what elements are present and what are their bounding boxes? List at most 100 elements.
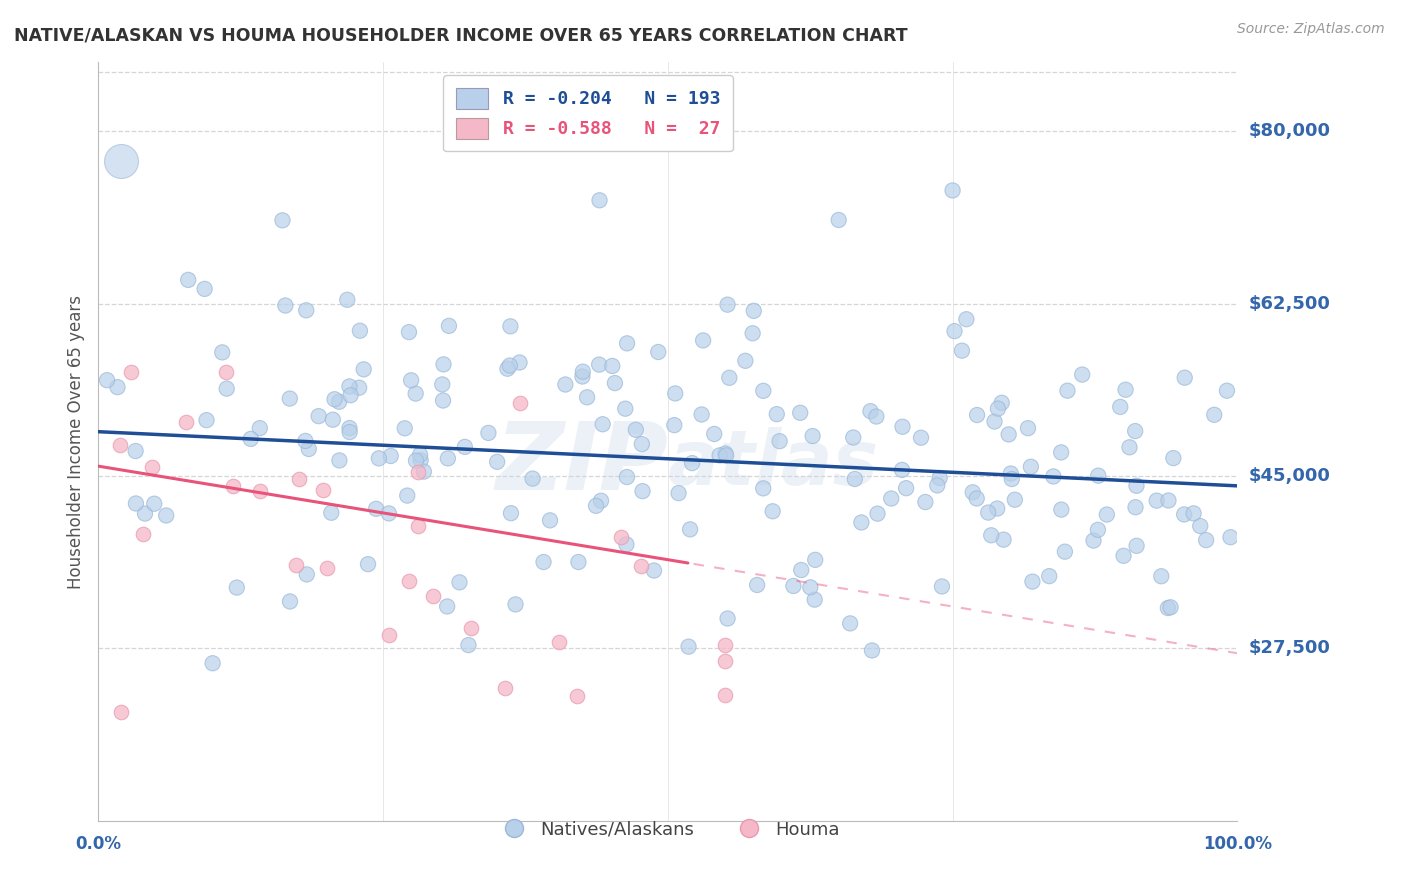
- Point: [943, 324, 966, 338]
- Point: [110, 153, 132, 168]
- Point: [990, 396, 1012, 410]
- Point: [298, 442, 321, 456]
- Point: [955, 312, 977, 326]
- Point: [1182, 507, 1205, 521]
- Point: [339, 421, 361, 435]
- Point: [567, 555, 589, 569]
- Point: [891, 463, 914, 477]
- Point: [894, 481, 917, 495]
- Point: [357, 557, 380, 571]
- Point: [668, 486, 690, 500]
- Point: [647, 345, 669, 359]
- Point: [460, 621, 482, 635]
- Point: [1038, 569, 1060, 583]
- Point: [278, 594, 301, 608]
- Point: [274, 299, 297, 313]
- Point: [353, 362, 375, 376]
- Point: [1157, 493, 1180, 508]
- Point: [789, 406, 811, 420]
- Point: [477, 425, 499, 440]
- Point: [1050, 445, 1073, 459]
- Text: atlas: atlas: [668, 427, 879, 501]
- Point: [1095, 508, 1118, 522]
- Point: [741, 326, 763, 341]
- Point: [1163, 451, 1185, 466]
- Point: [339, 388, 361, 402]
- Text: NATIVE/ALASKAN VS HOUMA HOUSEHOLDER INCOME OVER 65 YEARS CORRELATION CHART: NATIVE/ALASKAN VS HOUMA HOUSEHOLDER INCO…: [14, 27, 908, 45]
- Point: [554, 377, 576, 392]
- Point: [215, 382, 238, 396]
- Point: [496, 361, 519, 376]
- Point: [249, 484, 271, 499]
- Point: [1174, 370, 1197, 384]
- Point: [225, 581, 247, 595]
- Point: [1115, 383, 1137, 397]
- Point: [1125, 539, 1147, 553]
- Point: [110, 438, 132, 452]
- Point: [765, 407, 787, 421]
- Point: [742, 303, 765, 318]
- Point: [572, 365, 595, 379]
- Point: [718, 371, 741, 385]
- Point: [380, 449, 402, 463]
- Point: [1087, 468, 1109, 483]
- Point: [336, 293, 359, 307]
- Point: [509, 355, 531, 369]
- Point: [432, 357, 454, 371]
- Point: [399, 373, 422, 387]
- Point: [215, 366, 238, 380]
- Point: [942, 184, 965, 198]
- Point: [409, 453, 432, 467]
- Point: [1056, 384, 1078, 398]
- Point: [295, 567, 318, 582]
- Point: [1001, 472, 1024, 486]
- Point: [1000, 467, 1022, 481]
- Point: [405, 453, 427, 467]
- Point: [1125, 500, 1147, 515]
- Point: [294, 434, 316, 448]
- Point: [132, 527, 155, 541]
- Point: [328, 394, 350, 409]
- Point: [589, 493, 612, 508]
- Point: [762, 504, 785, 518]
- Point: [486, 455, 509, 469]
- Point: [349, 324, 371, 338]
- Point: [295, 303, 318, 318]
- Point: [801, 429, 824, 443]
- Point: [1071, 368, 1094, 382]
- Point: [339, 425, 361, 439]
- Point: [616, 537, 638, 551]
- Point: [630, 558, 652, 573]
- Point: [1053, 544, 1076, 558]
- Point: [288, 472, 311, 486]
- Point: [928, 471, 950, 485]
- Point: [406, 519, 429, 533]
- Point: [378, 507, 401, 521]
- Point: [631, 484, 654, 499]
- Point: [752, 481, 775, 495]
- Point: [643, 564, 665, 578]
- Point: [367, 451, 389, 466]
- Point: [616, 336, 638, 351]
- Point: [1150, 569, 1173, 583]
- Point: [799, 580, 821, 594]
- Point: [624, 423, 647, 437]
- Point: [110, 706, 132, 720]
- Point: [322, 413, 344, 427]
- Point: [285, 558, 308, 572]
- Text: $62,500: $62,500: [1249, 294, 1330, 313]
- Point: [1173, 508, 1195, 522]
- Point: [1216, 384, 1239, 398]
- Point: [1125, 479, 1147, 493]
- Point: [571, 369, 593, 384]
- Text: Source: ZipAtlas.com: Source: ZipAtlas.com: [1237, 22, 1385, 37]
- Point: [1160, 600, 1182, 615]
- Point: [499, 506, 522, 520]
- Point: [409, 448, 432, 462]
- Point: [709, 449, 731, 463]
- Point: [630, 437, 652, 451]
- Point: [859, 404, 882, 418]
- Point: [143, 497, 166, 511]
- Point: [195, 413, 218, 427]
- Point: [588, 358, 610, 372]
